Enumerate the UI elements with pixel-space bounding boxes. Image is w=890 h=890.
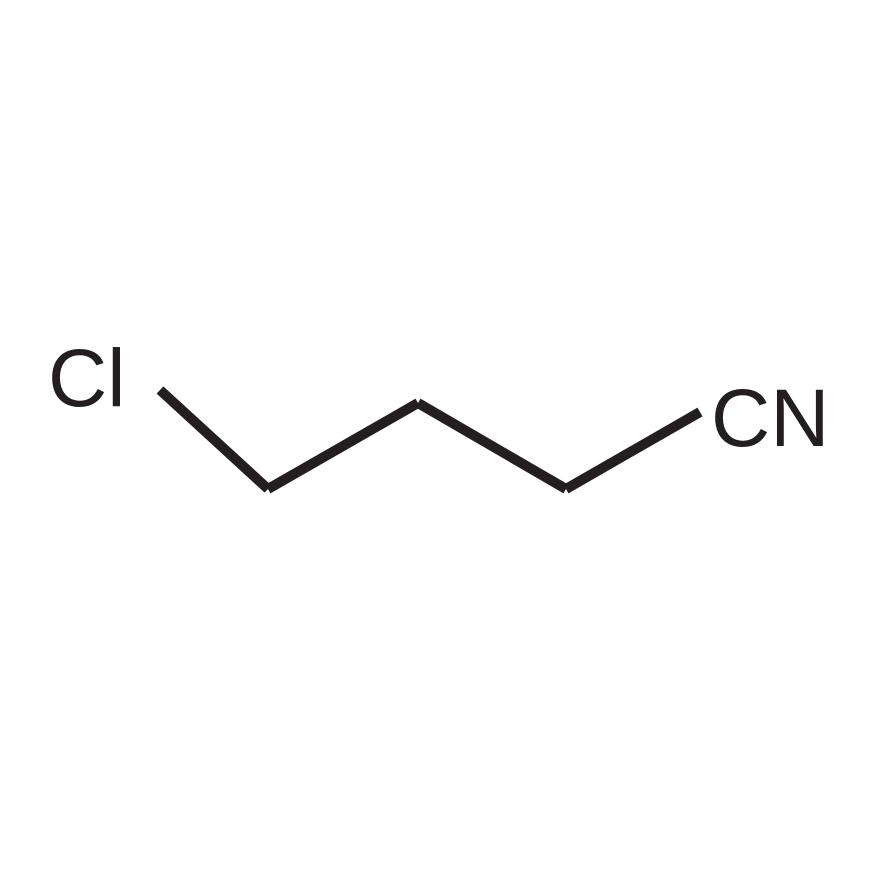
atom-label-cl: Cl xyxy=(48,338,125,420)
atom-label-cn: CN xyxy=(711,378,829,460)
molecule-canvas: Cl CN xyxy=(0,0,890,890)
